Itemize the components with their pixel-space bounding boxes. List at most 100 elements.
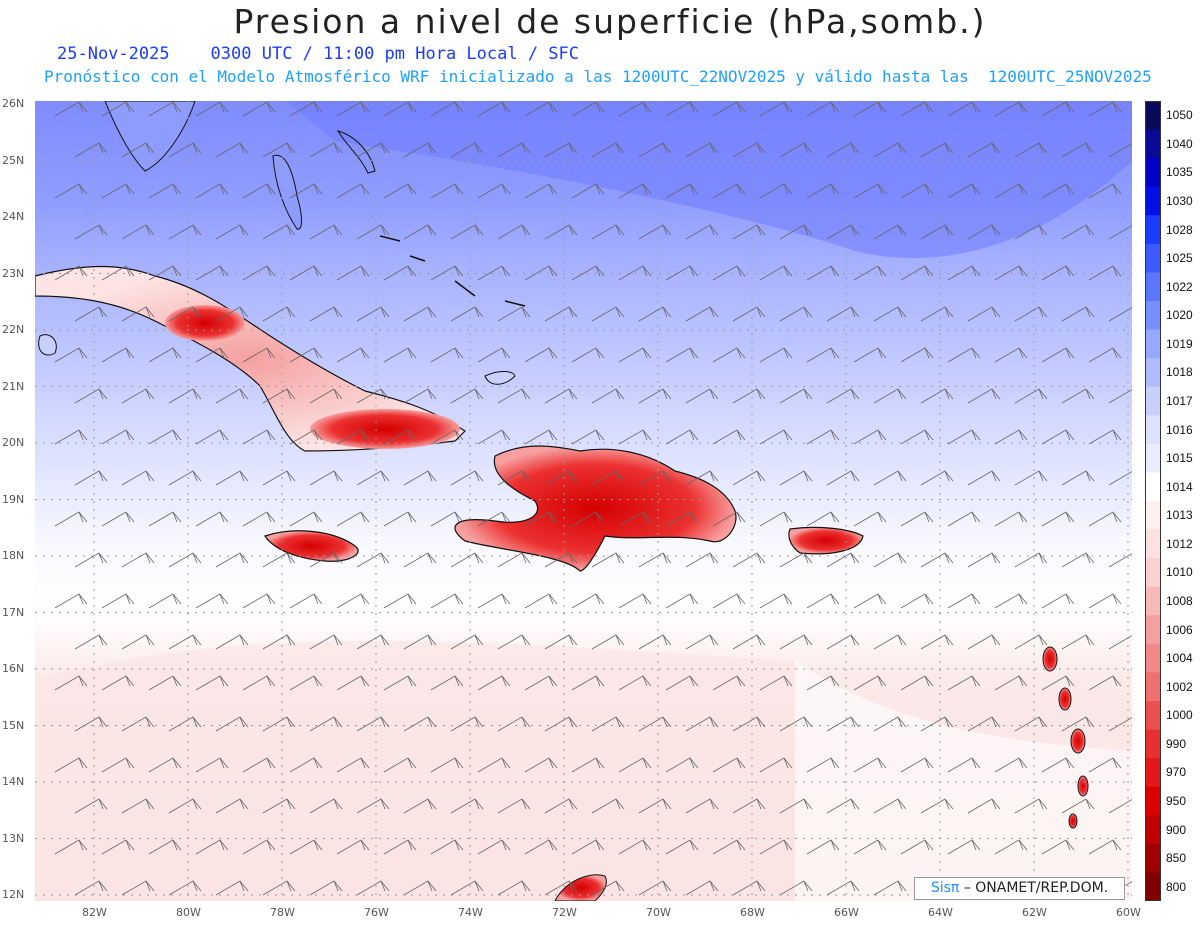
colorbar-level-label: 1013 [1166, 508, 1193, 523]
colorbar-level-label: 1040 [1166, 136, 1193, 151]
wind-barb [873, 388, 907, 404]
wind-barb [148, 183, 182, 199]
colorbar-level-label: 1020 [1166, 308, 1193, 323]
colorbar-level-label: 1014 [1166, 479, 1193, 494]
colorbar-level-label: 900 [1166, 822, 1187, 837]
wind-barb [665, 347, 699, 363]
wind-barb [383, 511, 417, 527]
color-swatch [1145, 129, 1161, 159]
wind-barb [967, 142, 1001, 158]
wind-barb [618, 593, 652, 609]
wind-barb [779, 224, 813, 240]
wind-barb [638, 880, 672, 896]
wind-barb [524, 347, 558, 363]
wind-barb [1041, 429, 1075, 445]
forecast-info: Pronóstico con el Modelo Atmosférico WRF… [44, 67, 1152, 86]
wind-barb [900, 101, 934, 117]
wind-barb [101, 101, 135, 117]
wind-barb [524, 101, 558, 117]
wind-barb [947, 429, 981, 445]
wind-barb [712, 265, 746, 281]
wind-barb [591, 552, 625, 568]
color-swatch [1145, 358, 1161, 388]
wind-barb [215, 880, 249, 896]
color-swatch [1145, 443, 1161, 473]
wind-barb [853, 347, 887, 363]
wind-barb [759, 839, 793, 855]
wind-barb [309, 470, 343, 486]
wind-barb [1088, 839, 1122, 855]
florida [104, 101, 196, 172]
bahamas-chain [379, 235, 526, 307]
wind-barb [732, 716, 766, 732]
wind-barb [195, 347, 229, 363]
wind-barb [497, 142, 531, 158]
wind-barb [497, 880, 531, 896]
colorbar-level-label: 1004 [1166, 651, 1193, 666]
wind-barb [873, 552, 907, 568]
wind-barb [591, 388, 625, 404]
colorbar-level-label: 1022 [1166, 279, 1193, 294]
color-swatch [1145, 643, 1161, 673]
wind-barb [873, 142, 907, 158]
wind-barb [356, 880, 390, 896]
wind-barb [168, 716, 202, 732]
wind-barb [853, 101, 887, 117]
wind-barb [638, 388, 672, 404]
wind-barb [477, 511, 511, 527]
wind-barb [712, 593, 746, 609]
wind-barb [665, 839, 699, 855]
wind-barb [74, 798, 108, 814]
wind-barb [450, 552, 484, 568]
wind-barb [403, 142, 437, 158]
wind-barb [289, 675, 323, 691]
wind-barb [524, 183, 558, 199]
wind-barb [356, 470, 390, 486]
wind-barb [403, 716, 437, 732]
wind-barb [591, 798, 625, 814]
wind-barb [262, 552, 296, 568]
longitude-label: 80W [176, 906, 201, 919]
bahamas-eleuthera [336, 130, 376, 174]
wind-barb [383, 593, 417, 609]
wind-barb [1041, 101, 1075, 117]
wind-barb [524, 511, 558, 527]
wind-barb [168, 142, 202, 158]
wind-barb [1014, 634, 1048, 650]
wind-barb [121, 470, 155, 486]
longitude-label: 78W [270, 906, 295, 919]
wind-barb [524, 265, 558, 281]
wind-barb [759, 183, 793, 199]
wind-barb [477, 675, 511, 691]
wind-barb [1108, 225, 1132, 240]
wind-barb [685, 798, 719, 814]
wind-barb [497, 388, 531, 404]
wind-barb [195, 265, 229, 281]
wind-barb [148, 593, 182, 609]
wind-barb [712, 675, 746, 691]
wind-barb [853, 429, 887, 445]
wind-barb [168, 388, 202, 404]
wind-barb [262, 880, 296, 896]
wind-barb [289, 265, 323, 281]
colorbar-level-label: 1015 [1166, 451, 1193, 466]
wind-barb [450, 880, 484, 896]
wind-barb [309, 552, 343, 568]
wind-barb [336, 511, 370, 527]
wind-barb [873, 880, 907, 896]
wind-barb [571, 347, 605, 363]
chart-title: Presion a nivel de superficie (hPa,somb.… [233, 2, 987, 41]
wind-barb [336, 101, 370, 117]
wind-barb [195, 101, 229, 117]
wind-barb [450, 388, 484, 404]
color-swatch [1145, 101, 1161, 131]
wind-barb [289, 183, 323, 199]
wind-barb [571, 675, 605, 691]
wind-barb [853, 757, 887, 773]
colorbar-frame [1145, 101, 1161, 901]
dominica-island [1058, 687, 1072, 711]
wind-barb [1108, 471, 1132, 486]
wind-barb [638, 224, 672, 240]
wind-barb [121, 388, 155, 404]
wind-barb [148, 347, 182, 363]
